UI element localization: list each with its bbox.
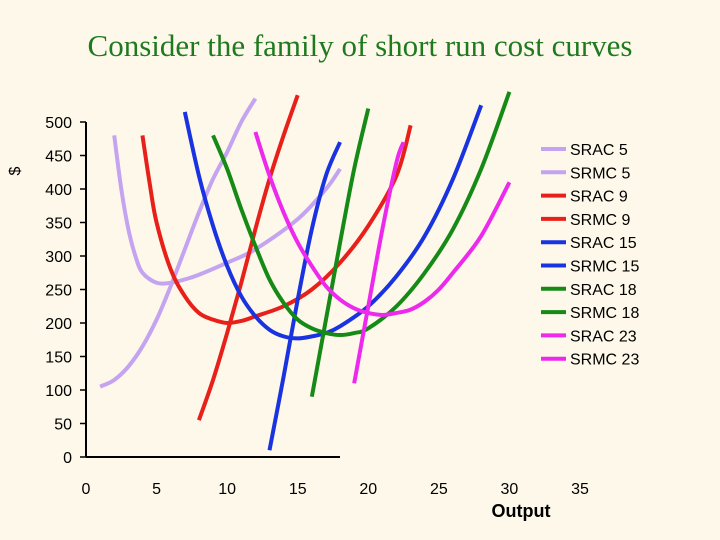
- series-line-srmc-23: [352, 141, 406, 384]
- series-line-srac-15: [182, 104, 484, 341]
- series-line-srmc-18: [309, 108, 371, 398]
- x-tick-label: 20: [359, 481, 377, 498]
- y-tick-label: 250: [45, 283, 72, 300]
- x-tick-label: 10: [218, 481, 236, 498]
- x-tick-label: 0: [82, 481, 91, 498]
- series-line-srmc-15: [267, 141, 342, 451]
- y-tick-label: 350: [45, 216, 72, 233]
- y-tick-label: 50: [54, 417, 72, 434]
- axis-layer: 0 50 100 150 200 250 300 350 400 450 500 0 5 10 15 20 25…: [7, 115, 589, 521]
- legend-label-srmc-18: SRMC 18: [570, 305, 639, 322]
- legend-label-srac-23: SRAC 23: [570, 328, 637, 345]
- legend-label-srmc-15: SRMC 15: [570, 259, 639, 276]
- legend-label-srmc-9: SRMC 9: [570, 212, 631, 229]
- y-tick-label: 200: [45, 316, 72, 333]
- y-tick-label: 500: [45, 115, 72, 132]
- x-tick-label: 5: [152, 481, 161, 498]
- legend-label-srac-15: SRAC 15: [570, 235, 637, 252]
- legend-label-srac-5: SRAC 5: [570, 142, 628, 159]
- legend-label-srmc-23: SRMC 23: [570, 352, 639, 369]
- series-line-srac-9: [140, 124, 413, 326]
- x-tick-label: 35: [571, 481, 589, 498]
- y-tick-label: 450: [45, 149, 72, 166]
- legend: SRAC 5 SRMC 5 SRAC 9 SRMC 9 SRAC 15 SRMC 15 SR…: [541, 142, 639, 369]
- page-title: Consider the family of short run cost cu…: [87, 28, 633, 63]
- series-line-srmc-5: [99, 97, 258, 389]
- series-line-srmc-9: [197, 94, 300, 421]
- series-layer: [99, 91, 512, 451]
- x-tick-label: 25: [430, 481, 448, 498]
- y-tick-label: 400: [45, 182, 72, 199]
- x-tick-label: 30: [501, 481, 519, 498]
- legend-label-srac-9: SRAC 9: [570, 189, 628, 206]
- y-tick-label: 100: [45, 383, 72, 400]
- y-tick-label: 0: [63, 450, 72, 467]
- legend-label-srac-18: SRAC 18: [570, 282, 637, 299]
- series-line-srac-18: [211, 91, 512, 338]
- y-tick-label: 150: [45, 350, 72, 367]
- legend-label-srmc-5: SRMC 5: [570, 165, 631, 182]
- y-tick-label: 300: [45, 249, 72, 266]
- x-axis-title: Output: [492, 501, 551, 521]
- x-tick-label: 15: [289, 481, 307, 498]
- y-axis-title: $: [7, 166, 24, 175]
